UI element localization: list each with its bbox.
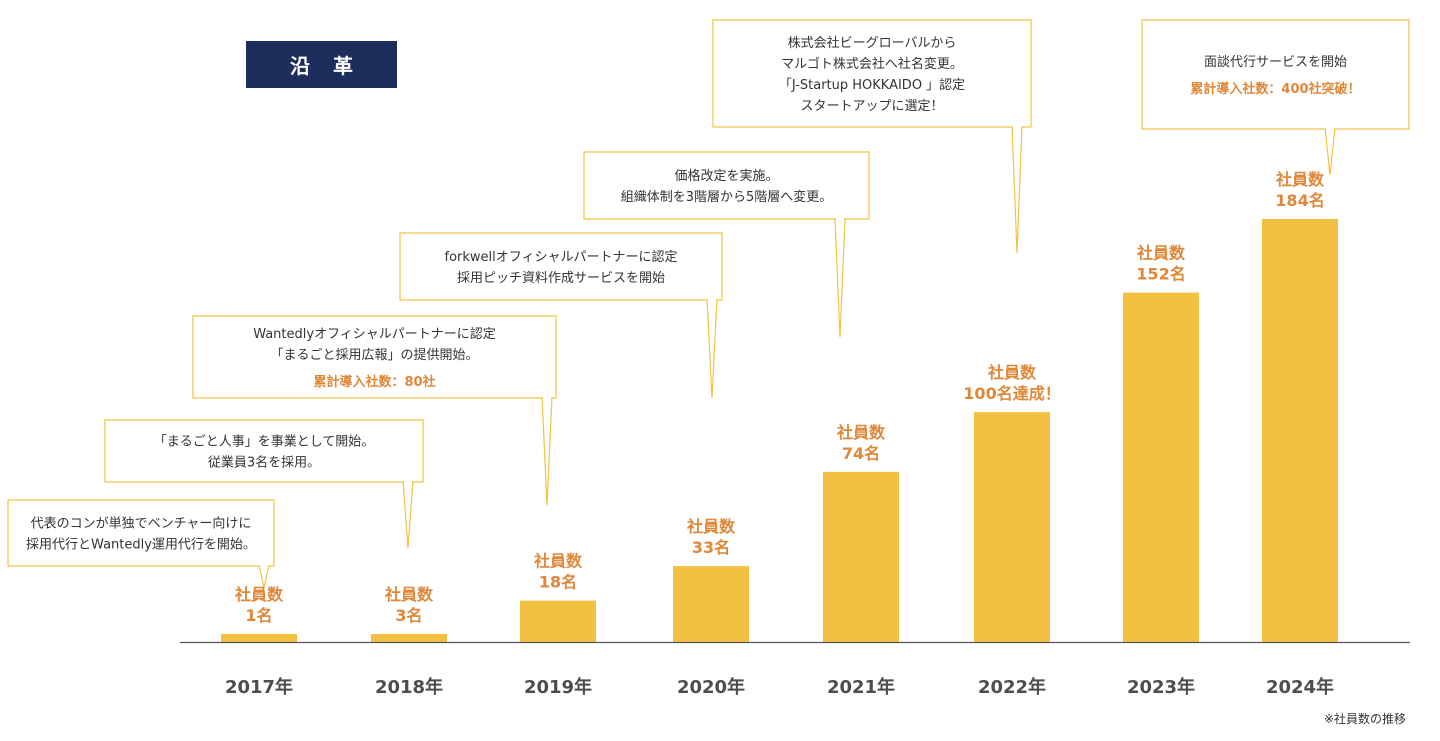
- x-tick-label: 2020年: [677, 676, 745, 698]
- annotation-text: Wantedlyオフィシャルパートナーに認定: [253, 326, 496, 342]
- annotation-layer: 代表のコンが単独でベンチャー向けに採用代行とWantedly運用代行を開始。「ま…: [7, 19, 1410, 589]
- bar-2020年: [673, 566, 749, 642]
- bar-2023年: [1123, 292, 1199, 642]
- annotation-pointer-joint: [836, 217, 844, 221]
- bar-data-label: 3名: [395, 606, 422, 625]
- annotation-pointer-joint: [543, 396, 551, 400]
- bar-2017年: [221, 634, 297, 642]
- annotation-box: [583, 151, 870, 220]
- annotation-2021年: 価格改定を実施。組織体制を3階層から5階層へ変更。: [583, 151, 870, 338]
- annotation-pointer-joint: [1326, 127, 1334, 131]
- annotation-pointer: [1324, 127, 1336, 176]
- section-title-badge: 沿 革: [246, 41, 397, 88]
- annotation-2019年: Wantedlyオフィシャルパートナーに認定「まるごと採用広報」の提供開始。累計…: [192, 315, 557, 506]
- annotation-box: [7, 499, 275, 567]
- bar-data-label: 1名: [245, 606, 272, 625]
- bar-2022年: [974, 412, 1050, 642]
- annotation-text: 従業員3名を採用。: [208, 455, 320, 471]
- bar-data-label: 社員数: [686, 517, 736, 536]
- annotation-2018年: 「まるごと人事」を事業として開始。従業員3名を採用。: [104, 419, 424, 549]
- bar-2024年: [1262, 219, 1338, 642]
- x-tick-label: 2023年: [1127, 676, 1195, 698]
- bar-2018年: [371, 634, 447, 642]
- bar-data-label: 152名: [1136, 265, 1185, 284]
- annotation-box: [104, 419, 424, 483]
- annotation-text: forkwellオフィシャルパートナーに認定: [445, 249, 678, 265]
- annotation-pointer: [541, 396, 553, 506]
- annotation-text: 採用代行とWantedly運用代行を開始。: [26, 538, 256, 553]
- annotation-pointer-joint: [708, 298, 716, 302]
- bar-data-label: 社員数: [533, 552, 583, 571]
- annotation-pointer: [1011, 125, 1023, 254]
- x-tick-label: 2024年: [1266, 676, 1334, 698]
- label-layer: 社員数 1名 2017年 社員数 3名 2018年 社員数 18名 2019年 社員数 33名 202…: [225, 170, 1334, 698]
- annotation-text: 「J-Startup HOKKAIDO 」認定: [779, 77, 965, 93]
- annotation-text: 「まるごと人事」を事業として開始。: [154, 434, 375, 450]
- annotation-highlight: 累計導入社数：400社突破！: [1190, 81, 1360, 97]
- bar-data-label: 社員数: [1136, 244, 1186, 263]
- x-tick-label: 2018年: [375, 676, 443, 698]
- bar-2021年: [823, 471, 899, 642]
- annotation-text: マルゴト株式会社へ社名変更。: [781, 56, 963, 72]
- bar-data-label: 社員数: [987, 363, 1037, 382]
- bar-data-label: 社員数: [384, 585, 434, 604]
- annotation-text: 価格改定を実施。: [674, 168, 778, 184]
- annotation-text: スタートアップに選定！: [800, 99, 943, 114]
- annotation-pointer: [706, 298, 718, 399]
- annotation-text: 面談代行サービスを開始: [1204, 54, 1347, 70]
- annotation-pointer: [834, 217, 846, 338]
- annotation-text: 「まるごと採用広報」の提供開始。: [270, 347, 478, 363]
- footnote: ※社員数の推移: [1323, 712, 1406, 726]
- annotation-pointer-joint: [404, 480, 412, 484]
- bar-data-label: 社員数: [234, 585, 284, 604]
- annotation-text: 株式会社ビーグローバルから: [788, 35, 957, 51]
- annotation-text: 採用ピッチ資料作成サービスを開始: [457, 271, 665, 286]
- bar-data-label: 18名: [539, 573, 577, 592]
- annotation-box: [712, 19, 1032, 128]
- annotation-box: [192, 315, 557, 399]
- bar-data-label: 100名達成！: [963, 384, 1060, 403]
- x-tick-label: 2019年: [524, 676, 592, 698]
- annotation-pointer-joint: [1013, 125, 1021, 129]
- annotation-text: 代表のコンが単独でベンチャー向けに: [31, 516, 252, 532]
- annotation-box: [1141, 19, 1410, 130]
- annotation-pointer: [402, 480, 414, 549]
- bar-data-label: 184名: [1275, 191, 1324, 210]
- annotation-highlight: 累計導入社数：80社: [313, 374, 435, 390]
- bar-layer: [221, 219, 1338, 642]
- bar-2019年: [520, 600, 596, 642]
- x-tick-label: 2022年: [978, 676, 1046, 698]
- bar-data-label: 33名: [692, 538, 730, 557]
- bar-data-label: 社員数: [836, 423, 886, 442]
- x-tick-label: 2017年: [225, 676, 293, 698]
- annotation-pointer-joint: [260, 564, 268, 568]
- annotation-text: 組織体制を3階層から5階層へ変更。: [621, 189, 833, 205]
- bar-data-label: 74名: [842, 444, 880, 463]
- annotation-box: [399, 232, 723, 301]
- bar-data-label: 社員数: [1275, 170, 1325, 189]
- x-tick-label: 2021年: [827, 676, 895, 698]
